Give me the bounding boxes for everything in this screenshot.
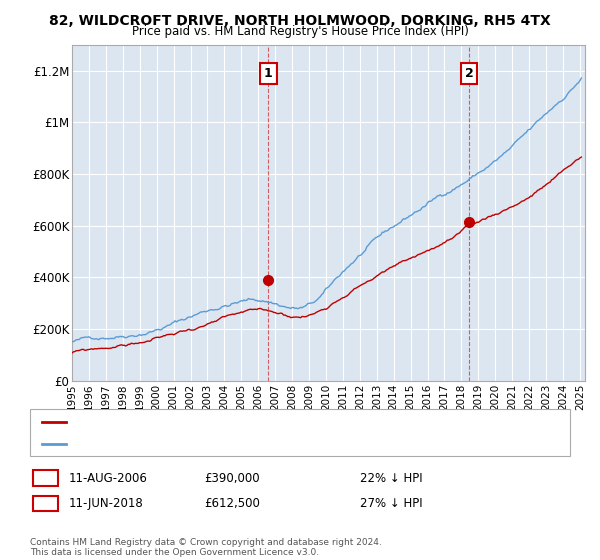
Text: HPI: Average price, detached house, Mole Valley: HPI: Average price, detached house, Mole… (72, 439, 324, 449)
Text: Price paid vs. HM Land Registry's House Price Index (HPI): Price paid vs. HM Land Registry's House … (131, 25, 469, 38)
Text: 2: 2 (464, 67, 473, 80)
Text: 11-AUG-2006: 11-AUG-2006 (69, 472, 148, 485)
Text: 82, WILDCROFT DRIVE, NORTH HOLMWOOD, DORKING, RH5 4TX (detached house): 82, WILDCROFT DRIVE, NORTH HOLMWOOD, DOR… (72, 417, 502, 427)
Text: £612,500: £612,500 (204, 497, 260, 510)
Text: 27% ↓ HPI: 27% ↓ HPI (360, 497, 422, 510)
Text: Contains HM Land Registry data © Crown copyright and database right 2024.
This d: Contains HM Land Registry data © Crown c… (30, 538, 382, 557)
Text: 2: 2 (41, 497, 50, 510)
Text: 1: 1 (41, 472, 50, 485)
Text: 1: 1 (264, 67, 273, 80)
Text: 11-JUN-2018: 11-JUN-2018 (69, 497, 144, 510)
Text: £390,000: £390,000 (204, 472, 260, 485)
Text: 82, WILDCROFT DRIVE, NORTH HOLMWOOD, DORKING, RH5 4TX: 82, WILDCROFT DRIVE, NORTH HOLMWOOD, DOR… (49, 14, 551, 28)
Text: 22% ↓ HPI: 22% ↓ HPI (360, 472, 422, 485)
